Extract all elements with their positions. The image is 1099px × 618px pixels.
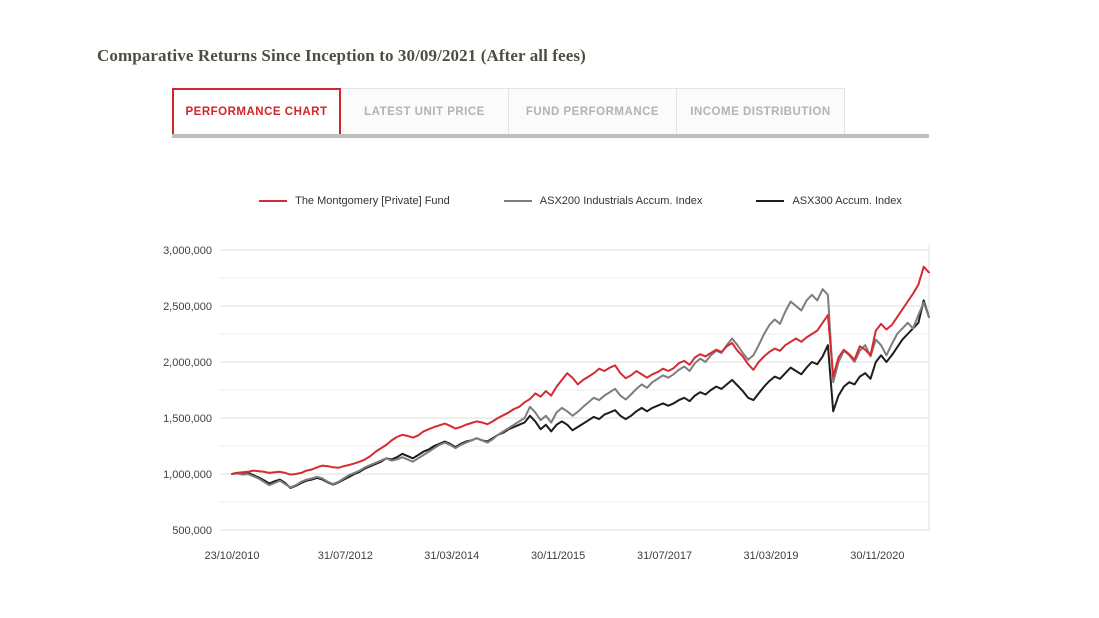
legend-label: The Montgomery [Private] Fund	[295, 195, 450, 207]
gray-line-swatch-icon	[503, 200, 532, 202]
tab-income-distribution[interactable]: INCOME DISTRIBUTION	[676, 88, 845, 134]
x-axis-tick-label: 31/07/2017	[637, 550, 692, 562]
x-axis-tick-label: 31/03/2014	[424, 550, 479, 562]
legend-label: ASX300 Accum. Index	[792, 195, 902, 207]
series-line-1	[231, 288, 930, 489]
tab-fund-performance[interactable]: FUND PERFORMANCE	[508, 88, 677, 134]
tab-performance-chart[interactable]: PERFORMANCE CHART	[172, 88, 341, 134]
red-line-swatch-icon	[259, 200, 288, 202]
tab-bar: PERFORMANCE CHART LATEST UNIT PRICE FUND…	[172, 88, 845, 134]
series-line-2	[231, 299, 930, 489]
x-axis-tick-label: 23/10/2010	[204, 550, 259, 562]
y-axis-tick-label: 3,000,000	[163, 245, 212, 257]
y-axis-tick-label: 2,000,000	[163, 357, 212, 369]
x-axis-tick-label: 31/03/2019	[743, 550, 798, 562]
y-axis-tick-label: 2,500,000	[163, 301, 212, 313]
series-line-0	[231, 265, 930, 476]
y-axis-tick-label: 1,000,000	[163, 469, 212, 481]
x-axis-tick-label: 30/11/2020	[850, 550, 904, 562]
tab-bar-underline	[172, 134, 929, 138]
x-axis-tick-label: 30/11/2015	[531, 550, 585, 562]
y-axis-tick-label: 1,500,000	[163, 413, 212, 425]
y-axis-tick-label: 500,000	[172, 525, 212, 537]
black-line-swatch-icon	[756, 200, 785, 202]
legend-item-asx300[interactable]: ASX300 Accum. Index	[756, 195, 902, 207]
x-axis-tick-label: 31/07/2012	[318, 550, 373, 562]
chart-legend: The Montgomery [Private] Fund ASX200 Ind…	[232, 195, 929, 207]
legend-item-asx200-industrials[interactable]: ASX200 Industrials Accum. Index	[503, 195, 703, 207]
legend-item-montgomery-fund[interactable]: The Montgomery [Private] Fund	[259, 195, 450, 207]
legend-label: ASX200 Industrials Accum. Index	[539, 195, 703, 207]
page-title: Comparative Returns Since Inception to 3…	[97, 46, 586, 65]
